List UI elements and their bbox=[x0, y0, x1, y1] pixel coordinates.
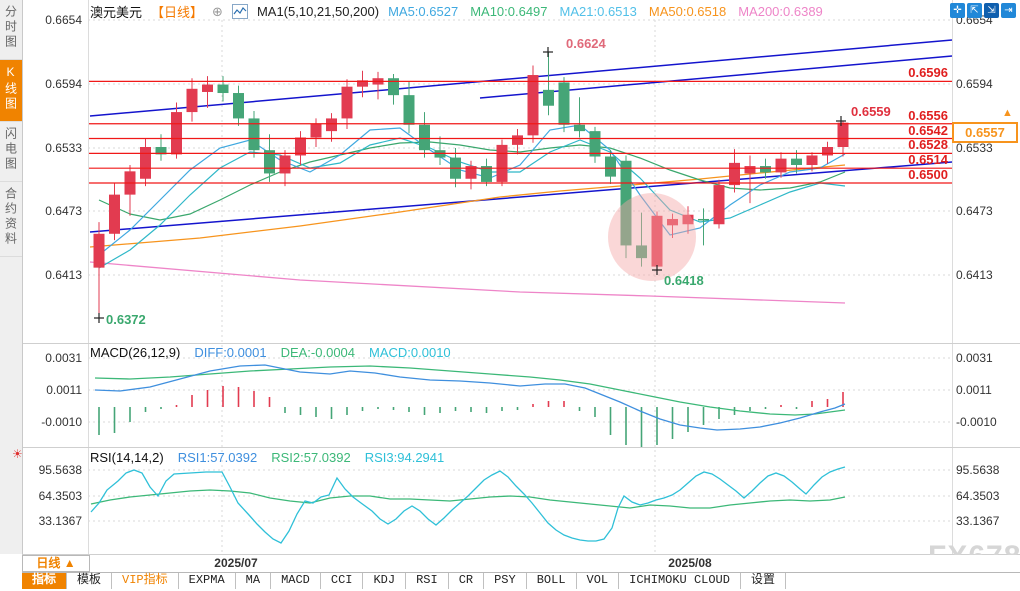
x-axis-date: 2025/08 bbox=[668, 556, 712, 570]
price-level-label: 0.6528 bbox=[908, 137, 948, 153]
toolbar-tab-设置[interactable]: 设置 bbox=[741, 573, 786, 589]
main-axis-label-r: 0.6594 bbox=[956, 77, 993, 91]
line-chart-icon[interactable] bbox=[231, 4, 248, 19]
toolbar-tab-MACD[interactable]: MACD bbox=[271, 573, 321, 589]
sidebar-item-label: 分时图 bbox=[3, 5, 18, 50]
main-axis-label-l: 0.6473 bbox=[45, 204, 82, 218]
macd-axis-label-l: -0.0010 bbox=[41, 415, 82, 429]
alert-sun-icon[interactable]: ☀ bbox=[12, 447, 23, 461]
toolbar-tab-VIP指标[interactable]: VIP指标 bbox=[112, 573, 179, 589]
price-up-arrow-icon: ▲ bbox=[1002, 107, 1013, 119]
toolbar-tab-RSI[interactable]: RSI bbox=[406, 573, 449, 589]
sidebar-item-4[interactable]: 合约资料 bbox=[0, 182, 22, 257]
main-axis-label-r: 0.6654 bbox=[956, 13, 993, 27]
macd-axis-label-r: -0.0010 bbox=[956, 415, 997, 429]
ma-values: MA5:0.6527 MA10:0.6497 MA21:0.6513 MA50:0.6… bbox=[388, 4, 823, 19]
symbol-title: 澳元美元 bbox=[90, 5, 143, 20]
add-indicator-icon[interactable]: ⊕ bbox=[212, 3, 223, 19]
macd-axis-label-r: 0.0031 bbox=[956, 351, 993, 365]
macd-axis-label-l: 0.0031 bbox=[45, 351, 82, 365]
indicator-toolbar: 指标 模板 VIP指标 EXPMA MA MACD CCI KDJ RSI CR PSY BOLL VO… bbox=[22, 572, 1020, 589]
macd-axis-label-l: 0.0011 bbox=[46, 383, 82, 397]
ma-value-4: MA50:0.6518 bbox=[648, 4, 727, 19]
rsi-value-3: RSI3:94.2941 bbox=[364, 450, 445, 465]
main-axis-label-l: 0.6594 bbox=[45, 77, 82, 91]
price-annotation: 0.6418 bbox=[664, 273, 704, 288]
price-level-label: 0.6542 bbox=[908, 122, 948, 138]
pane-separator bbox=[22, 554, 1020, 555]
toolbar-tab-ICHIMOKU CLOUD[interactable]: ICHIMOKU CLOUD bbox=[619, 573, 741, 589]
toolbar-tab-EXPMA[interactable]: EXPMA bbox=[179, 573, 236, 589]
toolbar-tab-KDJ[interactable]: KDJ bbox=[363, 573, 407, 589]
main-axis-label-l: 0.6413 bbox=[45, 268, 82, 282]
sidebar-item-3[interactable]: 闪电图 bbox=[0, 122, 22, 182]
macd-value-3: MACD:0.0010 bbox=[369, 345, 451, 360]
macd-title: MACD(26,12,9) bbox=[90, 345, 181, 360]
main-axis-label-r: 0.6473 bbox=[956, 204, 993, 218]
ma-settings-label: MA1(5,10,21,50,200) bbox=[256, 4, 380, 19]
price-annotation: 0.6624 bbox=[566, 36, 606, 51]
price-level-label: 0.6596 bbox=[908, 65, 948, 81]
period-label[interactable]: 【日线】 bbox=[151, 5, 204, 20]
macd-axis-label-r: 0.0011 bbox=[956, 383, 992, 397]
rsi-axis-label-l: 95.5638 bbox=[38, 463, 82, 477]
ma-value-5: MA200:0.6389 bbox=[738, 4, 823, 19]
main-axis-label-l: 0.6654 bbox=[45, 13, 82, 27]
toolbar-tab-CR[interactable]: CR bbox=[449, 573, 485, 589]
current-price-tag: 0.6557 bbox=[952, 122, 1018, 143]
rsi-axis-label-l: 33.1367 bbox=[38, 514, 82, 528]
price-level-label: 0.6500 bbox=[908, 166, 948, 182]
ma-value-2: MA10:0.6497 bbox=[470, 4, 548, 19]
macd-header: MACD(26,12,9) DIFF:0.0001 DEA:-0.0004 MACD:… bbox=[90, 345, 451, 360]
main-axis-label-r: 0.6413 bbox=[956, 268, 993, 282]
export-icon[interactable]: ⇥ bbox=[1001, 3, 1016, 18]
pane-separator bbox=[22, 447, 1020, 448]
sidebar-item-1[interactable]: 分时图 bbox=[0, 0, 22, 60]
rsi-value-1: RSI1:57.0392 bbox=[177, 450, 258, 465]
sidebar: 分时图 K线图闪电图合约资料 bbox=[0, 0, 23, 554]
price-level-label: 0.6556 bbox=[908, 107, 948, 123]
sidebar-item-label: 闪电图 bbox=[3, 127, 18, 172]
main-axis-label-l: 0.6533 bbox=[45, 141, 82, 155]
sidebar-item-2[interactable]: K线图 bbox=[0, 60, 22, 122]
macd-value-1: DIFF:0.0001 bbox=[194, 345, 267, 360]
axis-zoom-icon[interactable]: ⇱ bbox=[967, 3, 982, 18]
sidebar-item-label: 合约资料 bbox=[3, 187, 18, 247]
toolbar-tab-VOL[interactable]: VOL bbox=[577, 573, 620, 589]
price-level-label: 0.6514 bbox=[908, 152, 948, 168]
price-annotation: 0.6372 bbox=[106, 312, 146, 327]
pane-separator bbox=[22, 343, 1020, 344]
rsi-axis-label-r: 64.3503 bbox=[956, 489, 1000, 503]
axis-zoom-active-icon[interactable]: ⇲ bbox=[984, 3, 999, 18]
plot-left-border bbox=[88, 0, 89, 554]
crosshair-pan-icon[interactable]: ✛ bbox=[950, 3, 965, 18]
macd-value-2: DEA:-0.0004 bbox=[280, 345, 356, 360]
toolbar-tab-BOLL[interactable]: BOLL bbox=[527, 573, 577, 589]
toolbar-tab-模板[interactable]: 模板 bbox=[67, 573, 113, 589]
period-selector-button[interactable]: 日线 ▲ bbox=[22, 555, 90, 572]
ma-value-3: MA21:0.6513 bbox=[559, 4, 637, 19]
ma-value-1: MA5:0.6527 bbox=[388, 4, 459, 19]
rsi-header: RSI(14,14,2) RSI1:57.0392 RSI2:57.0392 RSI3… bbox=[90, 450, 444, 465]
chart-tools: ✛ ⇱ ⇲ ⇥ bbox=[950, 3, 1016, 18]
rsi-title: RSI(14,14,2) bbox=[90, 450, 164, 465]
chart-header: 澳元美元 【日线】 ⊕ MA1(5,10,21,50,200) MA5:0.65… bbox=[90, 2, 823, 21]
toolbar-tab-指标[interactable]: 指标 bbox=[22, 573, 68, 589]
toolbar-tab-CCI[interactable]: CCI bbox=[321, 573, 364, 589]
rsi-axis-label-l: 64.3503 bbox=[38, 489, 82, 503]
rsi-axis-label-r: 95.5638 bbox=[956, 463, 1000, 477]
main-axis-label-r: 0.6533 bbox=[956, 141, 993, 155]
rsi-axis-label-r: 33.1367 bbox=[956, 514, 1000, 528]
toolbar-tab-PSY[interactable]: PSY bbox=[484, 573, 527, 589]
price-annotation: 0.6559 bbox=[851, 104, 891, 119]
toolbar-tab-MA[interactable]: MA bbox=[236, 573, 272, 589]
date-axis-row: 日线 ▲ 2025/07 2025/08 bbox=[22, 555, 1020, 572]
plot-right-border bbox=[952, 0, 953, 554]
x-axis-date: 2025/07 bbox=[214, 556, 258, 570]
rsi-value-2: RSI2:57.0392 bbox=[271, 450, 351, 465]
sidebar-item-label: K线图 bbox=[3, 65, 18, 112]
